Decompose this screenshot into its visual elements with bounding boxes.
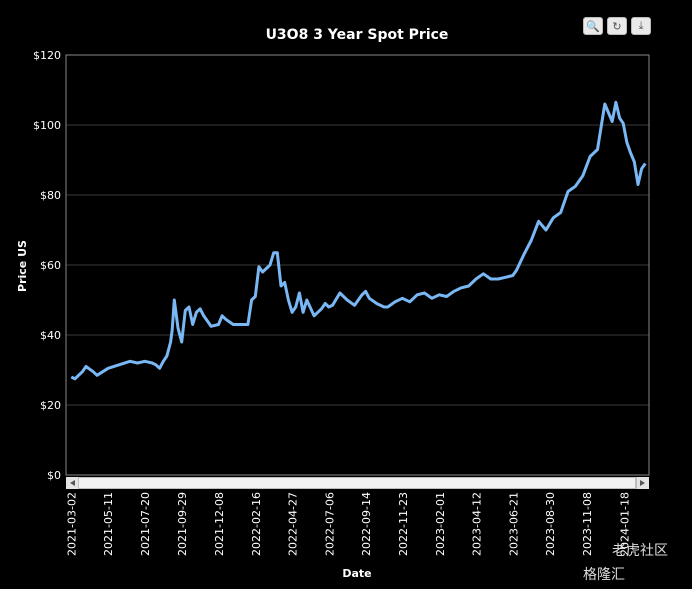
x-tick-label: 2021-05-11 <box>102 492 115 556</box>
x-tick-label: 2023-06-21 <box>507 492 520 556</box>
x-tick-label: 2021-12-08 <box>213 492 226 556</box>
x-tick-label: 2022-09-14 <box>360 492 373 556</box>
y-tick-label: $0 <box>47 469 61 482</box>
x-tick-label: 2022-04-27 <box>287 492 300 556</box>
watermark-line1: 老虎社区 <box>612 543 668 559</box>
x-tick-label: 2023-08-30 <box>544 492 557 556</box>
scrollbar-thumb[interactable] <box>79 478 635 488</box>
x-axis-label: Date <box>342 567 371 580</box>
y-tick-label: $20 <box>40 399 61 412</box>
x-tick-label: 2023-02-01 <box>434 492 447 556</box>
y-tick-label: $120 <box>33 49 61 62</box>
y-axis-label: Price US <box>16 240 29 292</box>
x-tick-label: 2022-11-23 <box>397 492 410 556</box>
plot-border <box>65 54 650 476</box>
y-tick-label: $100 <box>33 119 61 132</box>
watermark-line2: 格隆汇 <box>583 567 625 583</box>
x-tick-label: 2024-01-18 <box>618 492 631 556</box>
chart-toolbar: 🔍 ↻ ⤓ <box>583 17 651 35</box>
y-tick-label: $80 <box>40 189 61 202</box>
range-scrollbar[interactable] <box>66 477 649 489</box>
series-line <box>70 100 647 381</box>
x-tick-label: 2021-07-20 <box>139 492 152 556</box>
download-icon[interactable]: ⤓ <box>631 17 651 35</box>
x-tick-label: 2021-03-02 <box>65 492 78 556</box>
zoom-icon[interactable]: 🔍 <box>583 17 603 35</box>
x-tick-label: 2022-07-06 <box>323 492 336 556</box>
chart-title: U3O8 3 Year Spot Price <box>266 27 449 43</box>
x-tick-label: 2023-04-12 <box>471 492 484 556</box>
x-tick-label: 2023-11-08 <box>581 492 594 556</box>
y-tick-label: $60 <box>40 259 61 272</box>
x-tick-label: 2021-09-29 <box>176 492 189 556</box>
y-tick-label: $40 <box>40 329 61 342</box>
x-tick-label: 2022-02-16 <box>250 492 263 556</box>
reset-icon[interactable]: ↻ <box>607 17 627 35</box>
